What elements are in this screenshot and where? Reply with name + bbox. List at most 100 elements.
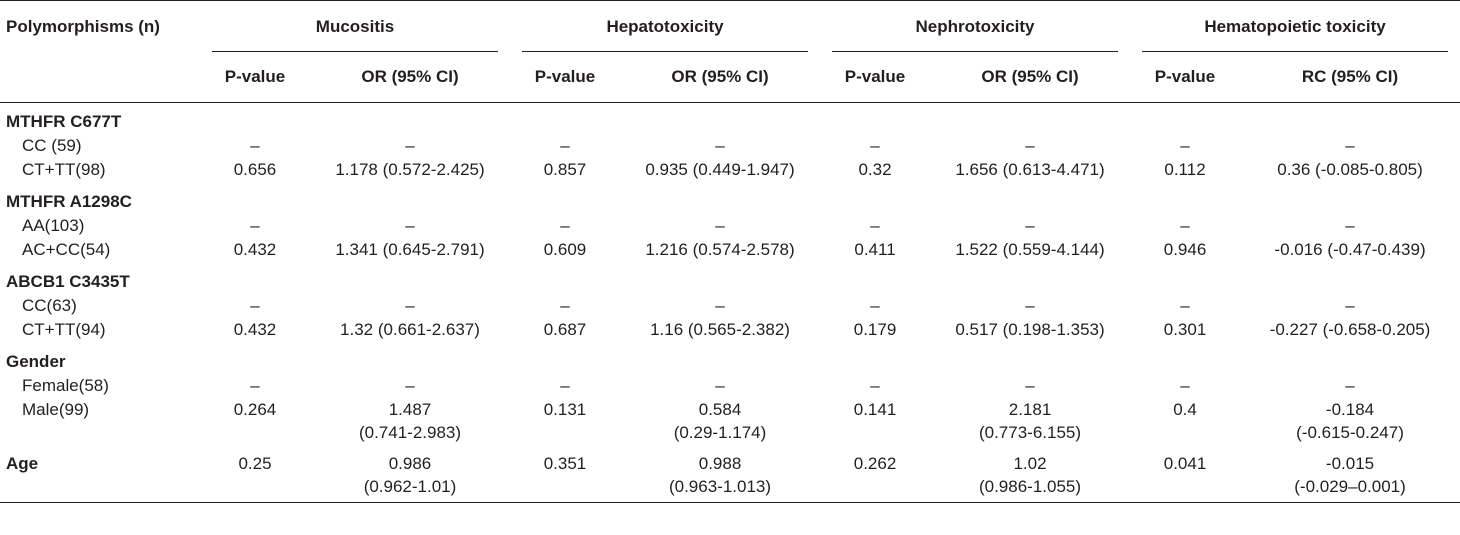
- hematopoietic-rc-line: (-0.029–0.001): [1294, 477, 1406, 496]
- table-row: AA(103) – – – – – – – –: [0, 214, 1460, 238]
- mucositis-or: 0.986 (0.962-1.01): [310, 446, 510, 503]
- subheader-or-ci: OR (95% CI): [620, 51, 821, 103]
- table-row: CT+TT(94) 0.432 1.32 (0.661-2.637) 0.687 1.1…: [0, 318, 1460, 342]
- table-row: CC(63) – – – – – – – –: [0, 294, 1460, 318]
- nephrotoxicity-or-line: (0.986-1.055): [978, 477, 1082, 496]
- hematopoietic-rc: –: [1345, 216, 1355, 235]
- mucositis-or-line: (0.962-1.01): [363, 477, 457, 496]
- table-row: Female(58) – – – – – – – –: [0, 374, 1460, 398]
- nephrotoxicity-p-value: –: [870, 376, 880, 395]
- nephrotoxicity-p-value: –: [870, 216, 880, 235]
- subheader-or-ci: OR (95% CI): [310, 51, 510, 103]
- hematopoietic-toxicity-header: Hematopoietic toxicity: [1130, 0, 1460, 52]
- nephrotoxicity-or: –: [1025, 216, 1035, 235]
- hematopoietic-p-value: 0.301: [1163, 320, 1207, 339]
- section-row: MTHFR C677T: [0, 102, 1460, 134]
- mucositis-or: 1.178 (0.572-2.425): [335, 160, 485, 179]
- mucositis-p-value: 0.656: [233, 160, 277, 179]
- group-header-row: Polymorphisms (n) Mucositis Hepatotoxici…: [0, 0, 1460, 52]
- mucositis-or: –: [405, 376, 415, 395]
- nephrotoxicity-p-value: –: [870, 136, 880, 155]
- subheader-p-value: P-value: [820, 51, 931, 103]
- mucositis-p-value: –: [250, 216, 260, 235]
- mucositis-or: 1.487 (0.741-2.983): [310, 398, 510, 446]
- hematopoietic-p-value: –: [1180, 376, 1190, 395]
- nephrotoxicity-or-line: (0.773-6.155): [978, 423, 1082, 442]
- row-label: CC(63): [22, 296, 77, 315]
- hematopoietic-rc: –: [1345, 296, 1355, 315]
- nephrotoxicity-p-value: 0.141: [853, 400, 897, 419]
- hematopoietic-p-value: –: [1180, 216, 1190, 235]
- hepatotoxicity-p-value: 0.687: [543, 320, 587, 339]
- subheader-rc-ci: RC (95% CI): [1240, 51, 1460, 103]
- mucositis-or: –: [405, 216, 415, 235]
- polymorphisms-header: Polymorphisms (n): [0, 0, 200, 52]
- hematopoietic-rc-line: -0.184: [1325, 400, 1375, 419]
- row-label: AC+CC(54): [22, 240, 111, 259]
- nephrotoxicity-p-value: 0.411: [854, 240, 896, 259]
- section-title: MTHFR C677T: [6, 112, 122, 131]
- mucositis-or-line: 0.986: [388, 454, 432, 473]
- row-label: CT+TT(98): [22, 160, 106, 179]
- subheader-p-value: P-value: [1130, 51, 1241, 103]
- mucositis-or: –: [405, 136, 415, 155]
- hepatotoxicity-p-value: 0.609: [543, 240, 587, 259]
- hepatotoxicity-or: 0.935 (0.449-1.947): [645, 160, 795, 179]
- nephrotoxicity-or: –: [1025, 136, 1035, 155]
- hepatotoxicity-or-line: 0.988: [698, 454, 742, 473]
- mucositis-or-line: (0.741-2.983): [358, 423, 462, 442]
- nephrotoxicity-or: 2.181 (0.773-6.155): [930, 398, 1130, 446]
- table-row: AC+CC(54) 0.432 1.341 (0.645-2.791) 0.609 1.…: [0, 238, 1460, 262]
- nephrotoxicity-or: 1.522 (0.559-4.144): [955, 240, 1105, 259]
- hepatotoxicity-p-value: –: [560, 296, 570, 315]
- hepatotoxicity-p-value: –: [560, 216, 570, 235]
- hepatotoxicity-or: –: [715, 216, 725, 235]
- mucositis-or: –: [405, 296, 415, 315]
- nephrotoxicity-header: Nephrotoxicity: [820, 0, 1131, 52]
- section-title: Gender: [6, 352, 66, 371]
- nephrotoxicity-or: –: [1025, 296, 1035, 315]
- hepatotoxicity-or: 0.988 (0.963-1.013): [620, 446, 821, 503]
- hepatotoxicity-or: 1.16 (0.565-2.382): [650, 320, 790, 339]
- hepatotoxicity-p-value: –: [560, 376, 570, 395]
- results-table: Polymorphisms (n) Mucositis Hepatotoxici…: [0, 0, 1460, 503]
- hepatotoxicity-or-line: 0.584: [698, 400, 742, 419]
- mucositis-p-value: –: [250, 376, 260, 395]
- age-label: Age: [0, 446, 200, 503]
- hematopoietic-p-value: –: [1180, 296, 1190, 315]
- mucositis-p-value: 0.432: [233, 320, 277, 339]
- hematopoietic-rc: -0.227 (-0.658-0.205): [1269, 320, 1431, 339]
- hepatotoxicity-header: Hepatotoxicity: [510, 0, 821, 52]
- section-title: MTHFR A1298C: [6, 192, 132, 211]
- hematopoietic-rc-line: (-0.615-0.247): [1296, 423, 1404, 442]
- hematopoietic-rc: 0.36 (-0.085-0.805): [1277, 160, 1423, 179]
- row-label: AA(103): [22, 216, 85, 235]
- row-label: CT+TT(94): [22, 320, 106, 339]
- hematopoietic-p-value: 0.4: [1173, 400, 1197, 419]
- hepatotoxicity-or: 0.584 (0.29-1.174): [620, 398, 820, 446]
- hepatotoxicity-or: –: [715, 296, 725, 315]
- subheader-row: P-value OR (95% CI) P-value OR (95% CI) …: [0, 51, 1460, 103]
- mucositis-or-line: 1.487: [388, 400, 432, 419]
- nephrotoxicity-or: 1.656 (0.613-4.471): [955, 160, 1105, 179]
- age-row: Age 0.25 0.986 (0.962-1.01) 0.351 0.988 (0.963…: [0, 446, 1460, 503]
- hematopoietic-rc: -0.016 (-0.47-0.439): [1274, 240, 1426, 259]
- hematopoietic-p-value: –: [1180, 136, 1190, 155]
- table-row: CT+TT(98) 0.656 1.178 (0.572-2.425) 0.857 0.…: [0, 158, 1460, 182]
- subheader-p-value: P-value: [200, 51, 310, 103]
- table-row: Male(99) 0.264 1.487 (0.741-2.983) 0.131 0.58…: [0, 398, 1460, 446]
- row-label: CC (59): [22, 136, 82, 155]
- table-body: MTHFR C677T CC (59) – – – – – – – – CT+TT(98) 0.656…: [0, 102, 1460, 503]
- section-row: MTHFR A1298C: [0, 182, 1460, 214]
- mucositis-p-value: 0.264: [233, 400, 277, 419]
- hepatotoxicity-p-value: 0.857: [543, 160, 587, 179]
- mucositis-or: 1.341 (0.645-2.791): [335, 240, 485, 259]
- mucositis-p-value: –: [250, 136, 260, 155]
- hepatotoxicity-p-value: –: [560, 136, 570, 155]
- nephrotoxicity-or: 1.02 (0.986-1.055): [930, 446, 1131, 503]
- blank-subheader: [0, 51, 200, 103]
- hematopoietic-rc-line: -0.015: [1325, 454, 1375, 473]
- mucositis-header: Mucositis: [200, 0, 510, 52]
- hepatotoxicity-or-line: (0.29-1.174): [673, 423, 767, 442]
- hematopoietic-rc: -0.015 (-0.029–0.001): [1240, 446, 1460, 503]
